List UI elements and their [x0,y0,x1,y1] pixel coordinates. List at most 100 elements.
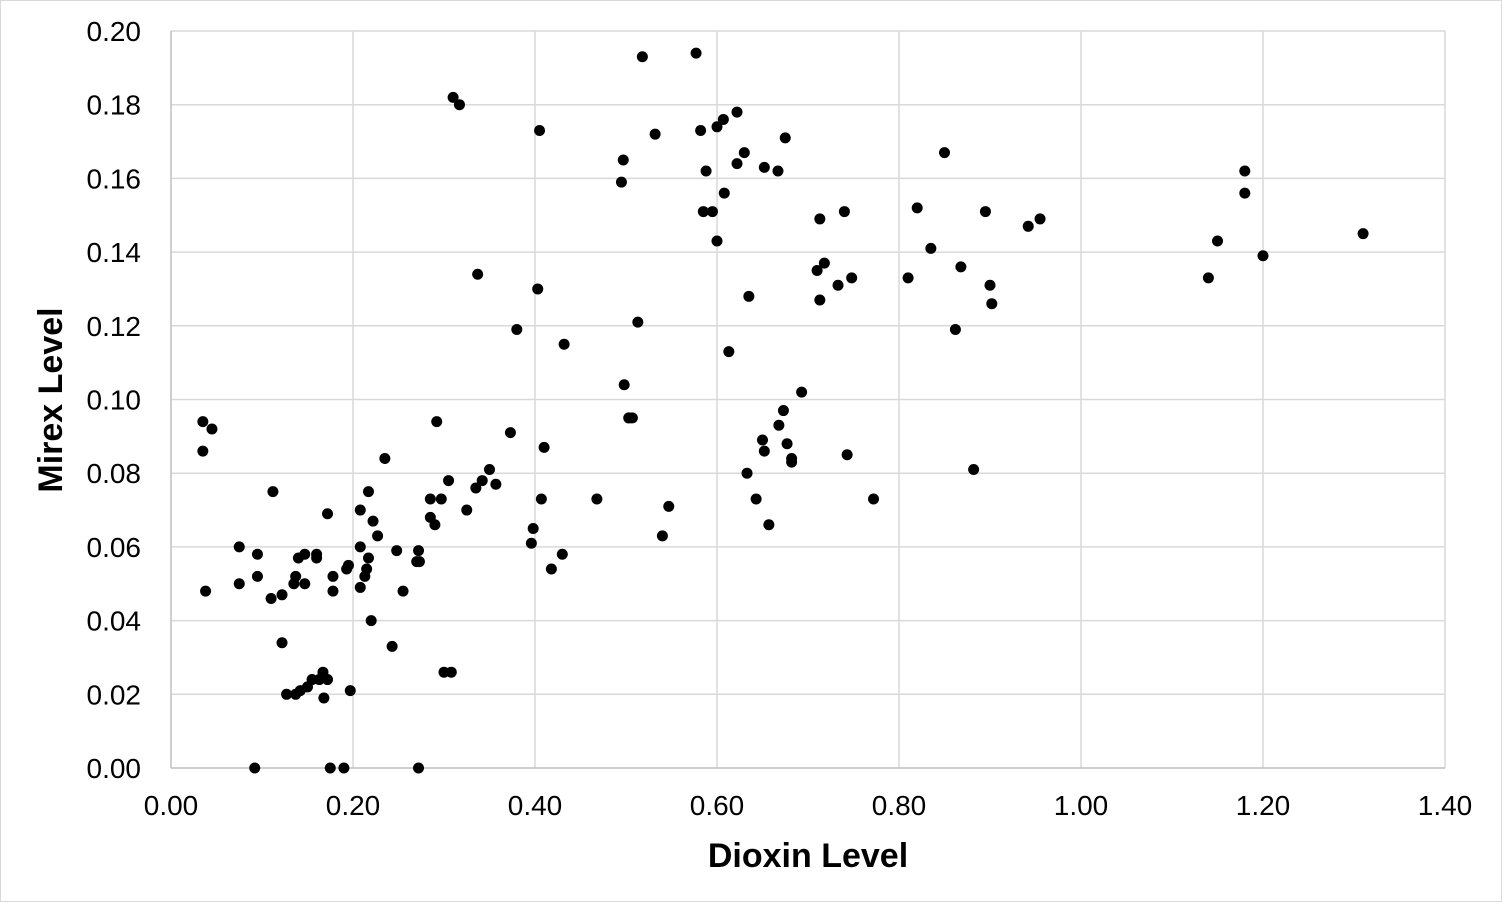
data-point [251,570,263,582]
data-point [431,416,443,428]
data-point [470,482,482,494]
data-point [251,548,263,560]
x-tick-label: 0.00 [144,790,199,821]
data-point [838,206,850,218]
data-point [656,530,668,542]
data-point [663,500,675,512]
data-point [786,456,798,468]
data-point [318,692,330,704]
data-point [618,379,630,391]
data-point [362,486,374,498]
data-point [731,158,743,170]
data-point [718,187,730,199]
data-point [290,570,302,582]
data-point [367,515,379,527]
data-point [233,578,245,590]
data-point [413,556,425,568]
data-point [779,132,791,144]
data-point [1257,250,1269,262]
data-point [476,475,488,487]
data-point [1239,187,1251,199]
data-point [397,585,409,597]
data-point [846,272,858,284]
y-tick-label: 0.00 [87,753,142,784]
data-point [841,449,853,461]
data-point [276,589,288,601]
data-point [342,559,354,571]
data-point [697,206,709,218]
data-point [1202,272,1214,284]
gridlines [171,30,1446,768]
x-tick-label: 1.40 [1418,790,1473,821]
data-point [354,541,366,553]
x-tick-label: 0.80 [872,790,927,821]
data-point [535,493,547,505]
data-point [796,386,808,398]
data-point [700,165,712,177]
data-point [968,464,980,476]
y-tick-label: 0.16 [87,163,142,194]
data-point [626,412,638,424]
data-point [811,265,823,277]
data-point [1357,228,1369,240]
data-point [197,445,209,457]
data-point [372,530,384,542]
data-point [391,545,403,557]
x-axis-title: Dioxin Level [708,837,908,875]
data-point [591,493,603,505]
data-point [472,268,484,280]
data-point [424,493,436,505]
data-point [711,121,723,133]
data-point [322,674,334,686]
data-points [197,47,1369,774]
data-point [763,519,775,531]
data-point [299,578,311,590]
data-point [365,615,377,627]
data-point [949,323,961,335]
data-point [461,504,473,516]
data-point [206,423,218,435]
data-point [738,147,750,159]
x-tick-label: 0.20 [326,790,381,821]
x-tick-label: 1.00 [1054,790,1109,821]
data-point [413,545,425,557]
data-point [1239,165,1251,177]
data-point [617,154,629,166]
data-point [1022,220,1034,232]
data-point [265,592,277,604]
y-tick-label: 0.04 [87,606,142,637]
data-point [777,405,789,417]
data-point [525,537,537,549]
data-point [354,504,366,516]
data-point [781,438,793,450]
y-tick-label: 0.20 [87,16,142,47]
data-point [868,493,880,505]
data-point [772,165,784,177]
data-point [1212,235,1223,247]
data-point [534,124,546,136]
data-point [327,585,339,597]
data-point [429,519,441,531]
data-point [939,147,950,159]
y-tick-label: 0.06 [87,532,142,563]
y-tick-label: 0.12 [87,311,142,342]
data-point [490,478,502,490]
data-point [327,570,339,582]
data-point [758,161,770,173]
data-point [527,522,539,534]
data-point [741,467,753,479]
data-point [925,242,937,254]
data-point [379,452,391,464]
data-point [723,346,735,358]
data-point [443,475,455,487]
y-tick-label: 0.10 [87,385,142,416]
data-point [281,688,293,700]
data-point [504,427,516,439]
data-point [615,176,627,188]
data-point [354,581,366,593]
data-point [743,290,755,302]
data-point [979,206,991,218]
data-point [984,279,996,291]
data-point [773,419,785,431]
